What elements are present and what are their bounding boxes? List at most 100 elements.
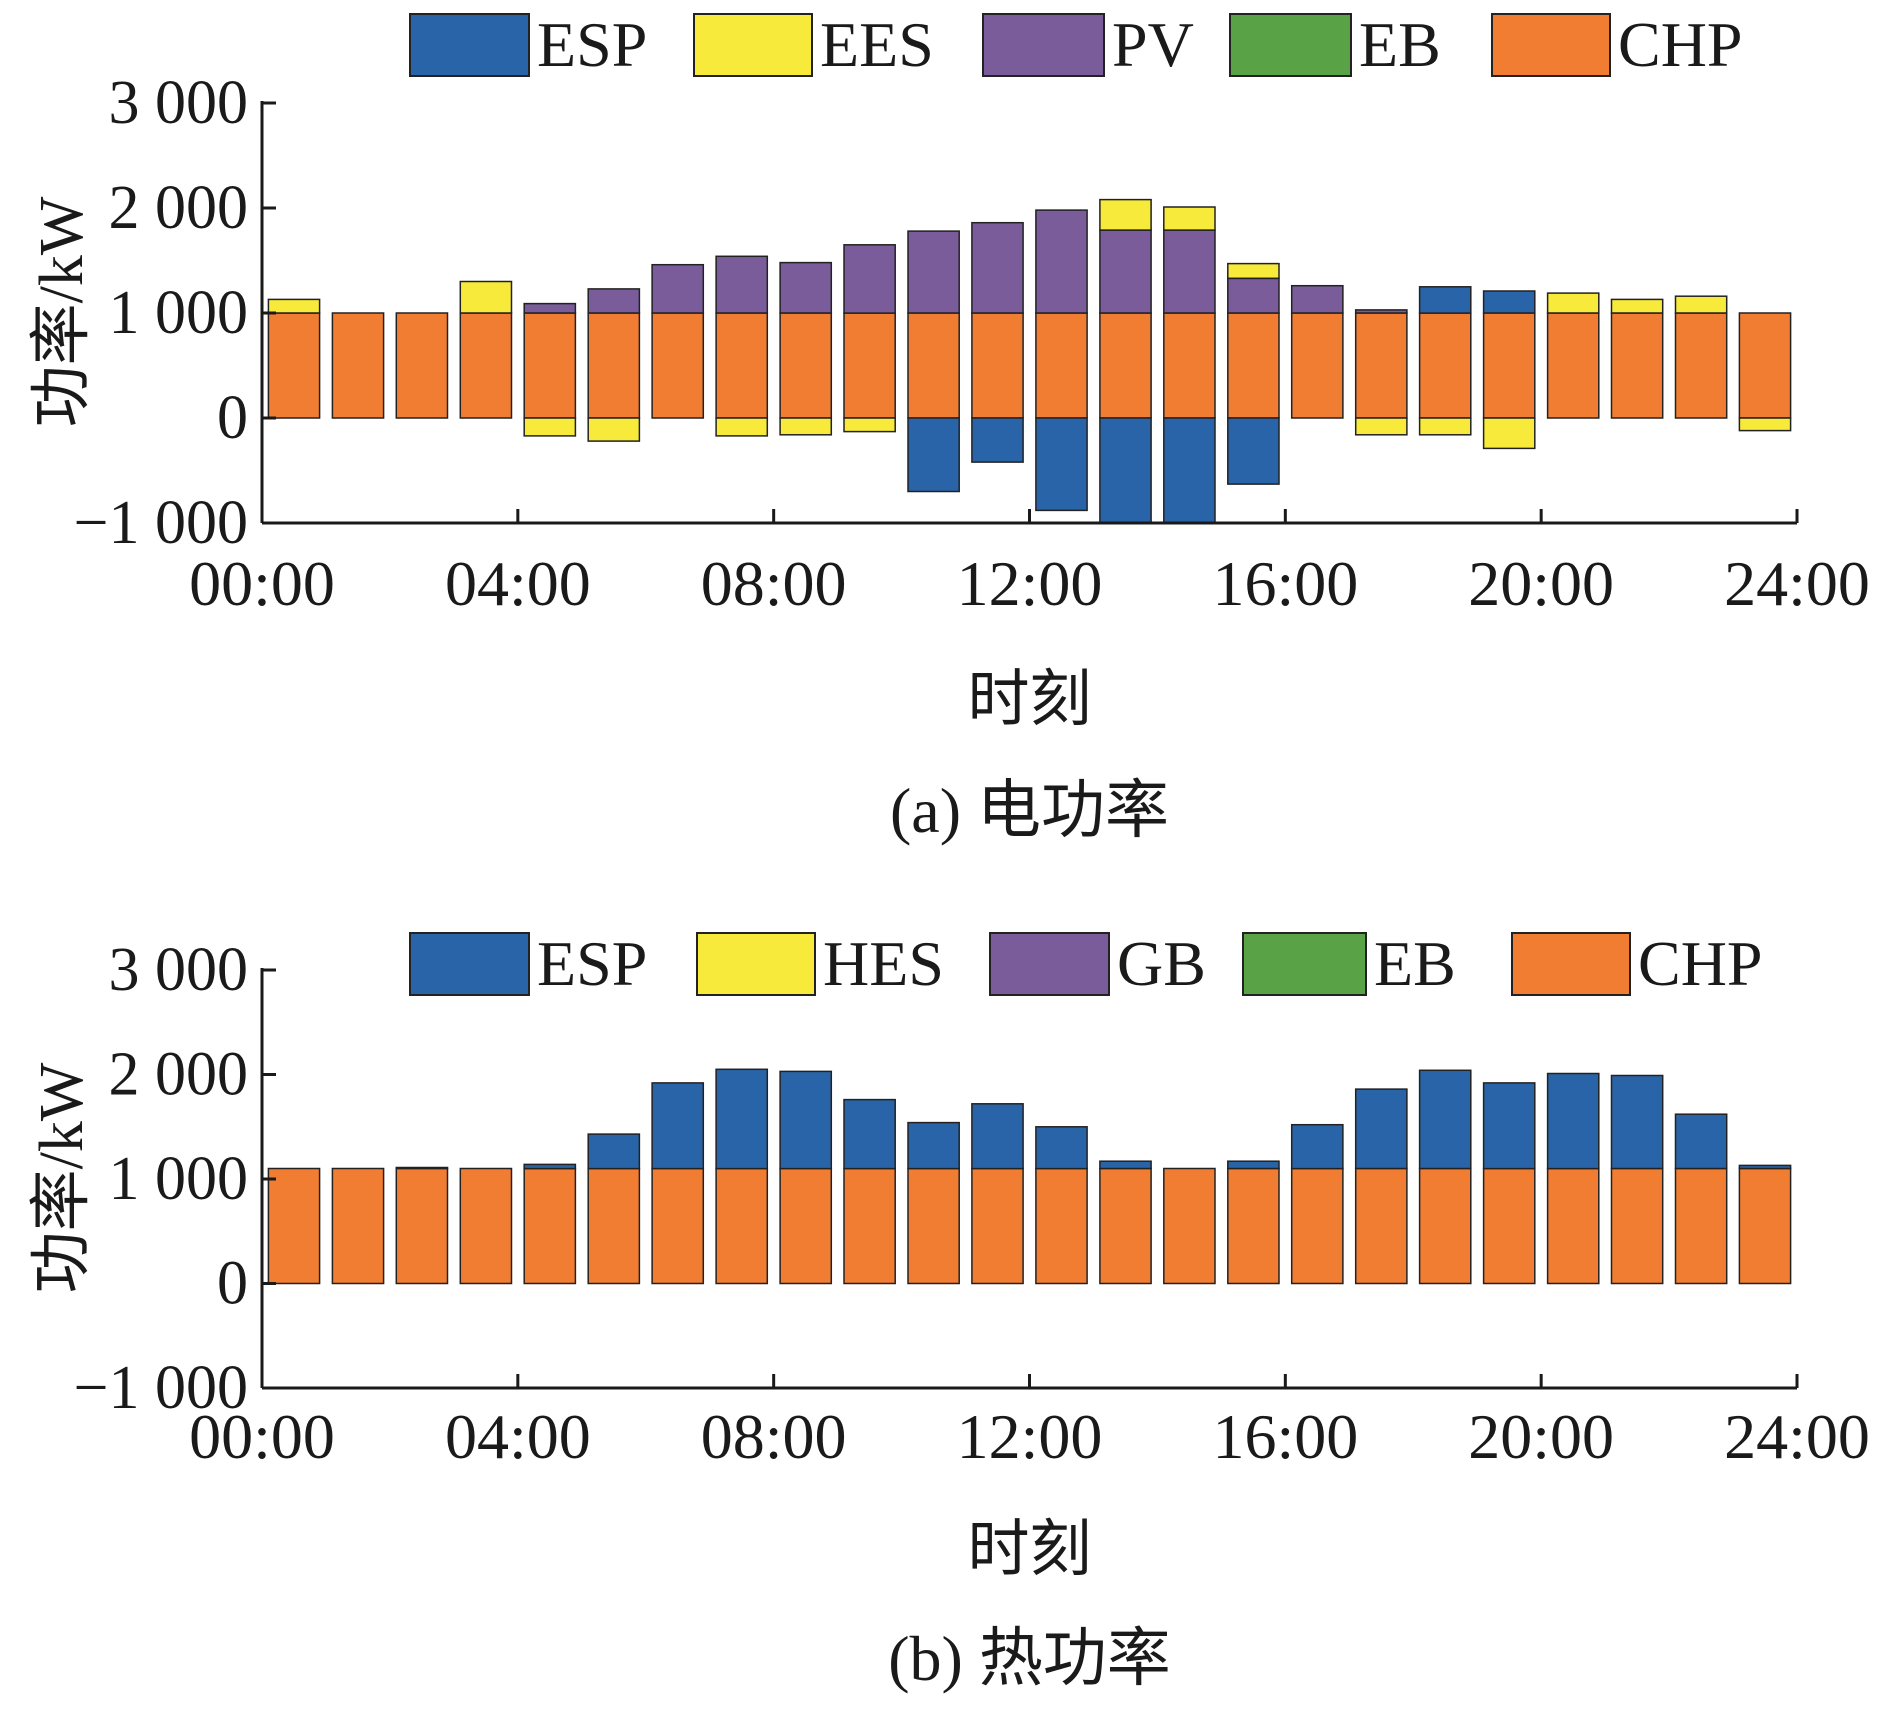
- bar-chp-1: [267, 1167, 321, 1285]
- bar-chp-13: [1035, 312, 1088, 419]
- x-tick-label: 04:00: [445, 1401, 591, 1472]
- bar-esp-16: [1227, 417, 1280, 485]
- bar-esp-17: [1290, 1123, 1344, 1170]
- bar-pv-7: [651, 263, 705, 314]
- bar-chp-23: [1674, 1167, 1728, 1285]
- bar-chp-17: [1290, 312, 1344, 419]
- bar-pv-18: [1354, 309, 1408, 314]
- legend-swatch-chp: [1491, 13, 1611, 77]
- bar-ees-14: [1099, 198, 1152, 231]
- bar-chp-9: [779, 312, 833, 419]
- bar-chp-24: [1738, 1167, 1792, 1285]
- bar-chp-12: [971, 312, 1024, 419]
- bar-chp-9: [779, 1167, 833, 1285]
- y-tick-label: 3 000: [109, 69, 249, 137]
- y-tick-label: 2 000: [109, 174, 249, 242]
- bar-pv-6: [587, 288, 641, 314]
- bar-esp-7: [651, 1082, 705, 1170]
- bar-chp-14: [1099, 1167, 1152, 1285]
- bar-chp-12: [971, 1167, 1024, 1285]
- bar-esp-9: [779, 1070, 833, 1170]
- legend-swatch-hes: [696, 932, 816, 996]
- legend-label-gb: GB: [1117, 928, 1206, 999]
- bar-ees-15: [1163, 206, 1216, 231]
- legend-swatch-esp: [409, 13, 530, 77]
- bar-chp-18: [1354, 312, 1408, 419]
- x-tick-label: 12:00: [957, 548, 1103, 619]
- x-tick-label: 12:00: [957, 1401, 1103, 1472]
- legend: ESP EES PV EB CHP: [409, 9, 1743, 80]
- bar-ees-16: [1227, 262, 1280, 280]
- legend-label-eb: EB: [1359, 9, 1441, 80]
- bar-chp-21: [1546, 1167, 1600, 1285]
- bar-esp-14: [1099, 1160, 1152, 1170]
- bar-chp-14: [1099, 312, 1152, 419]
- bar-esp-19: [1418, 286, 1472, 314]
- legend-label-hes: HES: [823, 928, 944, 999]
- bar-chp-24: [1738, 312, 1792, 419]
- legend-label-chp: CHP: [1618, 9, 1743, 80]
- x-axis-title: 时刻: [967, 1516, 1091, 1584]
- bar-chp-4: [459, 1167, 513, 1285]
- x-tick-label: 00:00: [189, 1401, 335, 1472]
- bar-esp-20: [1482, 1082, 1536, 1170]
- bar-chp-8: [715, 1167, 769, 1285]
- bar-chp-23: [1674, 312, 1728, 419]
- bar-esp-15: [1163, 417, 1216, 524]
- bar-chp-20: [1482, 1167, 1536, 1285]
- panel-caption: (a) 电功率: [890, 775, 1169, 846]
- bar-pv-10: [843, 244, 896, 314]
- legend: ESP HES GB EB CHP: [409, 928, 1763, 999]
- legend-swatch-esp: [409, 932, 530, 996]
- bar-esp-8: [715, 1068, 769, 1170]
- x-tick-label: 08:00: [701, 1401, 847, 1472]
- bar-pv-17: [1290, 284, 1344, 314]
- x-axis-title: 时刻: [967, 666, 1091, 734]
- bar-chp-16: [1227, 1167, 1280, 1285]
- panel-heat-power: −1 000 0 1 000 2 000 3 000 00:00 04:00 08:00 12:…: [28, 928, 1870, 1694]
- bar-chp-22: [1610, 1167, 1664, 1285]
- legend-label-esp: ESP: [537, 928, 647, 999]
- bar-series-group: [267, 198, 1792, 524]
- legend-label-eb: EB: [1374, 928, 1456, 999]
- bar-esp-12: [971, 1103, 1024, 1170]
- x-tick-label: 24:00: [1724, 1401, 1870, 1472]
- bar-chp-20: [1482, 312, 1536, 419]
- bar-pv-13: [1035, 209, 1088, 314]
- bar-pv-14: [1099, 229, 1152, 314]
- bar-ees-4: [459, 280, 513, 314]
- bar-chp-5: [523, 312, 577, 419]
- bar-chp-15: [1163, 312, 1216, 419]
- bar-pv-11: [907, 230, 960, 314]
- y-axis-title: 功率/kW: [28, 1062, 96, 1293]
- bar-ees-6: [587, 417, 641, 442]
- panel-caption: (b) 热功率: [888, 1623, 1171, 1694]
- bar-pv-8: [715, 255, 769, 314]
- y-axis-title: 功率/kW: [28, 196, 96, 427]
- bar-chp-18: [1354, 1167, 1408, 1285]
- bar-esp-14: [1099, 417, 1152, 524]
- y-tick-label: 0: [217, 384, 248, 452]
- bar-chp-11: [907, 312, 960, 419]
- bar-esp-23: [1674, 1113, 1728, 1170]
- y-tick-label: −1 000: [74, 1354, 248, 1422]
- bar-pv-5: [523, 302, 577, 314]
- bar-chp-17: [1290, 1167, 1344, 1285]
- bar-esp-18: [1354, 1088, 1408, 1170]
- bar-esp-16: [1227, 1160, 1280, 1170]
- bar-chp-13: [1035, 1167, 1088, 1285]
- bar-esp-13: [1035, 417, 1088, 512]
- bar-esp-3: [395, 1166, 449, 1170]
- legend-label-pv: PV: [1112, 9, 1194, 80]
- x-tick-label: 16:00: [1212, 548, 1358, 619]
- bar-ees-8: [715, 417, 769, 437]
- legend-swatch-pv: [982, 13, 1105, 77]
- y-tick-label: 1 000: [109, 1145, 249, 1213]
- x-tick-label: 00:00: [189, 548, 335, 619]
- bar-pv-9: [779, 261, 833, 314]
- bar-chp-8: [715, 312, 769, 419]
- bar-esp-24: [1738, 1164, 1792, 1170]
- y-tick-label: −1 000: [74, 489, 248, 557]
- bar-ees-19: [1418, 417, 1472, 436]
